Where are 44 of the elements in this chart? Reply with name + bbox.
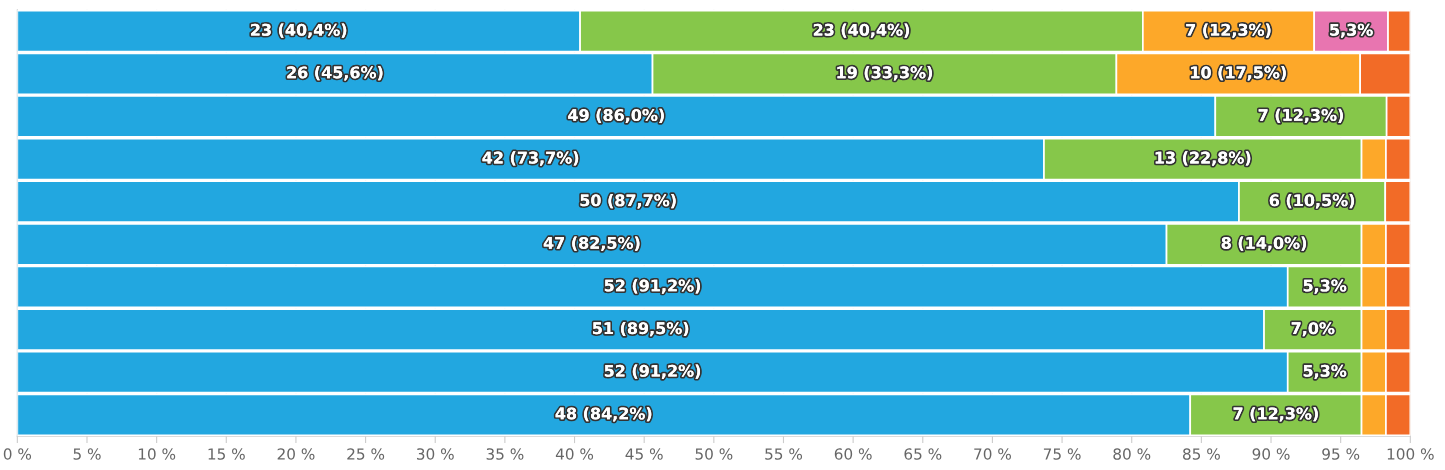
x-tick-label: 50 % <box>695 448 733 460</box>
x-tick-label: 100 % <box>1387 448 1434 460</box>
x-tick-label: 60 % <box>834 448 872 460</box>
data-label: 47 (82,5%) <box>543 236 640 252</box>
data-label: 13 (22,8%) <box>1155 151 1251 166</box>
x-tick-label: 25 % <box>347 448 385 460</box>
x-tick-label: 0 % <box>3 448 32 460</box>
x-tick-label: 75 % <box>1043 448 1081 460</box>
x-tick-label: 35 % <box>486 448 524 460</box>
x-tick-label: 5 % <box>73 448 101 460</box>
data-label: 7 (12,3%) <box>1258 108 1343 124</box>
data-label: 23 (40,4%) <box>251 23 347 38</box>
data-label: 51 (89,5%) <box>593 321 689 337</box>
x-tick-label: 85 % <box>1183 448 1220 460</box>
data-label: 52 (91,2%) <box>604 364 701 379</box>
data-label: 23 (40,4%) <box>813 23 910 38</box>
x-tick-label: 20 % <box>277 448 315 460</box>
x-tick-label: 80 % <box>1113 448 1151 460</box>
x-tick-label: 15 % <box>208 448 245 460</box>
data-label: 42 (73,7%) <box>482 151 579 166</box>
data-label: 49 (86,0%) <box>568 108 664 124</box>
data-label: 8 (14,0%) <box>1221 236 1307 252</box>
x-tick-label: 70 % <box>974 448 1011 460</box>
data-label: 26 (45,6%) <box>287 66 383 81</box>
x-tick-label: 40 % <box>555 448 594 460</box>
x-tick-label: 95 % <box>1322 448 1360 460</box>
data-label: 7 (12,3%) <box>1233 407 1318 422</box>
x-tick-label: 45 % <box>625 448 663 460</box>
x-tick-label: 65 % <box>904 448 942 460</box>
x-tick-label: 55 % <box>765 448 803 460</box>
data-label: 6 (10,5%) <box>1269 193 1355 209</box>
x-tick-label: 90 % <box>1252 448 1290 460</box>
data-label: 5,3% <box>1303 279 1347 294</box>
data-label: 7 (12,3%) <box>1186 23 1271 38</box>
x-tick-label: 10 % <box>138 448 176 460</box>
data-label: 19 (33,3%) <box>837 66 932 81</box>
data-label: 7,0% <box>1291 322 1335 337</box>
x-tick-label: 30 % <box>416 448 454 460</box>
data-label: 52 (91,2%) <box>604 279 701 294</box>
data-label: 50 (87,7%) <box>580 193 676 209</box>
data-label: 10 (17,5%) <box>1191 66 1286 81</box>
data-label: 5,3% <box>1330 23 1373 38</box>
data-label: 48 (84,2%) <box>555 407 652 422</box>
data-label: 5,3% <box>1303 364 1347 379</box>
